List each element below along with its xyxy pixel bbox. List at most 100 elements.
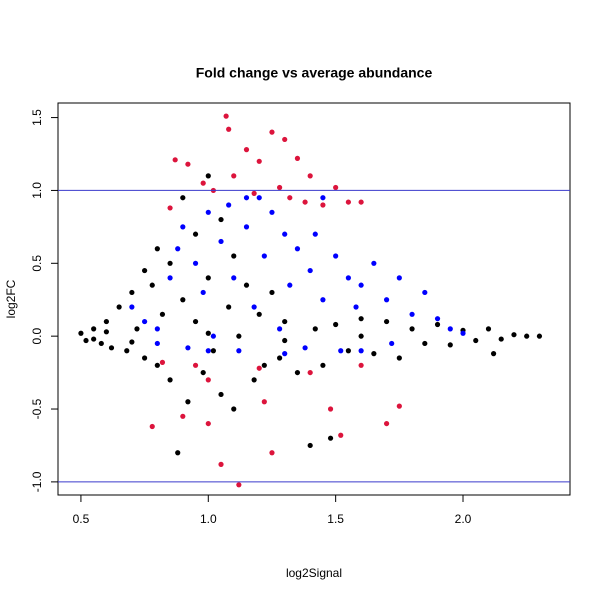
data-point bbox=[396, 275, 402, 281]
data-point bbox=[218, 391, 224, 398]
data-point bbox=[205, 420, 211, 427]
data-point bbox=[205, 173, 211, 179]
data-point bbox=[251, 377, 257, 383]
data-point bbox=[167, 377, 173, 383]
data-point bbox=[167, 275, 173, 281]
data-point bbox=[192, 362, 199, 368]
data-point bbox=[200, 369, 206, 376]
data-point bbox=[302, 345, 308, 351]
data-point bbox=[383, 318, 390, 325]
data-point bbox=[142, 355, 148, 361]
data-point bbox=[243, 224, 250, 230]
data-point bbox=[210, 348, 216, 354]
data-point bbox=[345, 348, 351, 354]
data-point bbox=[226, 304, 232, 310]
data-point bbox=[294, 246, 301, 252]
data-point bbox=[277, 184, 283, 191]
data-point bbox=[338, 432, 344, 438]
data-point bbox=[142, 318, 148, 325]
data-point bbox=[108, 345, 115, 351]
data-point bbox=[149, 423, 155, 430]
y-tick-label: 1.5 bbox=[30, 109, 44, 126]
data-point bbox=[256, 311, 262, 317]
data-point bbox=[231, 173, 237, 179]
data-point bbox=[205, 209, 211, 215]
data-point bbox=[327, 406, 334, 412]
data-point bbox=[490, 351, 497, 357]
data-point bbox=[312, 326, 318, 332]
data-point bbox=[223, 113, 229, 119]
data-point bbox=[185, 345, 191, 351]
data-point bbox=[409, 311, 415, 317]
data-point bbox=[371, 351, 377, 357]
data-point bbox=[154, 340, 160, 347]
data-point bbox=[307, 173, 313, 179]
data-point bbox=[287, 282, 293, 288]
data-point bbox=[302, 199, 308, 205]
data-point bbox=[358, 282, 364, 288]
data-point bbox=[256, 365, 262, 371]
data-point bbox=[175, 450, 181, 456]
data-point bbox=[185, 161, 191, 167]
data-point bbox=[307, 369, 313, 376]
data-point bbox=[134, 326, 140, 332]
data-point bbox=[345, 275, 351, 281]
data-point bbox=[154, 362, 160, 368]
y-tick-label: -1.0 bbox=[30, 471, 44, 492]
data-point bbox=[91, 336, 97, 342]
data-point bbox=[185, 399, 191, 405]
data-point bbox=[358, 316, 364, 322]
data-point bbox=[269, 450, 275, 456]
data-point bbox=[159, 359, 166, 365]
data-point bbox=[154, 246, 160, 252]
data-point bbox=[103, 318, 109, 325]
data-point bbox=[358, 333, 364, 339]
data-point bbox=[180, 195, 186, 201]
data-point bbox=[261, 362, 267, 368]
data-point bbox=[345, 199, 351, 205]
data-point bbox=[124, 348, 130, 354]
data-point bbox=[180, 297, 186, 303]
data-point bbox=[536, 333, 543, 339]
data-point bbox=[320, 202, 326, 208]
data-point bbox=[389, 340, 395, 347]
data-point bbox=[333, 321, 339, 328]
data-point bbox=[256, 195, 262, 201]
y-tick-label: -0.5 bbox=[30, 398, 44, 419]
x-tick-label: 0.5 bbox=[73, 512, 90, 526]
data-point bbox=[358, 348, 364, 354]
data-point bbox=[277, 326, 283, 332]
data-point bbox=[200, 289, 206, 296]
data-point bbox=[287, 195, 293, 201]
data-point bbox=[236, 333, 242, 339]
data-point bbox=[422, 340, 428, 347]
data-point bbox=[282, 231, 288, 237]
data-point bbox=[129, 304, 135, 310]
data-point bbox=[282, 136, 288, 143]
data-point bbox=[383, 297, 390, 303]
data-point bbox=[269, 129, 275, 135]
data-point bbox=[142, 267, 148, 274]
data-point bbox=[434, 316, 441, 322]
data-point bbox=[192, 231, 199, 237]
y-tick-label: 0.5 bbox=[30, 255, 44, 272]
data-point bbox=[460, 330, 466, 336]
data-point bbox=[294, 155, 301, 161]
data-point bbox=[358, 362, 364, 368]
data-point bbox=[498, 336, 504, 342]
data-point bbox=[180, 224, 186, 230]
data-point bbox=[129, 289, 135, 296]
data-point bbox=[320, 362, 326, 368]
data-point bbox=[277, 355, 283, 361]
data-point bbox=[338, 348, 344, 354]
data-point bbox=[167, 260, 173, 266]
data-point bbox=[256, 158, 262, 164]
data-point bbox=[154, 326, 160, 332]
data-point bbox=[333, 184, 339, 191]
data-point bbox=[236, 348, 242, 354]
y-axis-label: log2FC bbox=[4, 279, 18, 318]
x-axis-label: log2Signal bbox=[286, 566, 342, 580]
data-point bbox=[243, 282, 250, 288]
data-point bbox=[422, 289, 428, 296]
